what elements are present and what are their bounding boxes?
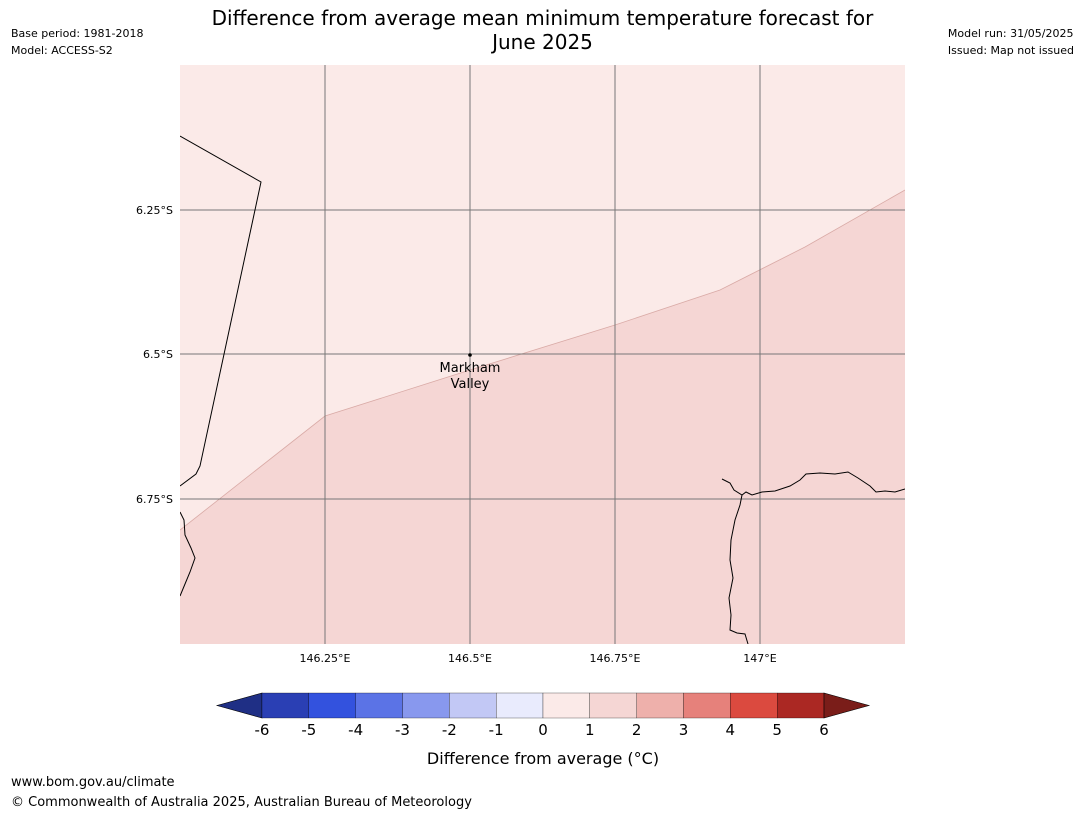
- meta-right: Model run: 31/05/2025 Issued: Map not is…: [948, 25, 1074, 59]
- colorbar-label: Difference from average (°C): [427, 749, 659, 768]
- place-dot: [468, 353, 472, 357]
- colorbar-swatch: [402, 692, 450, 719]
- colorbar-tick-label: -6: [255, 721, 270, 739]
- coastline-river-south: [728, 494, 749, 644]
- colorbar-swatch: [730, 692, 778, 719]
- lon-tick-labels: 146.25°E 146.5°E 146.75°E 147°E: [300, 652, 777, 665]
- issued-text: Issued: Map not issued: [947, 44, 1074, 57]
- lon-label: 146.75°E: [590, 652, 641, 665]
- colorbar-swatch: [636, 692, 684, 719]
- colorbar-swatch: [308, 692, 356, 719]
- graticule: [180, 65, 905, 644]
- title-line-2: June 2025: [492, 30, 593, 54]
- lat-tick-labels: 6.25°S 6.5°S 6.75°S: [136, 204, 173, 506]
- border-line-north-west: [180, 135, 262, 487]
- coastline-west: [180, 511, 196, 597]
- colorbar-tick-label: -3: [395, 721, 410, 739]
- colorbar-tick-label: 0: [538, 721, 548, 739]
- colorbar-swatch: [777, 692, 825, 719]
- meta-left: Base period: 1981-2018 Model: ACCESS-S2: [11, 25, 143, 59]
- colorbar-swatch: [683, 692, 731, 719]
- place-label-line-1: Markham: [440, 361, 501, 376]
- base-period-text: Base period: 1981-2018: [11, 27, 144, 40]
- colorbar-swatch: [261, 692, 309, 719]
- lat-label: 6.5°S: [143, 348, 173, 361]
- title-line-1: Difference from average mean minimum tem…: [211, 6, 874, 30]
- colorbar-tick-label: 6: [819, 721, 829, 739]
- lon-label: 147°E: [743, 652, 776, 665]
- map-area: [180, 65, 905, 644]
- colorbar-tick-label: 2: [632, 721, 642, 739]
- colorbar-swatch: [449, 692, 497, 719]
- colorbar-tick-label: 5: [772, 721, 782, 739]
- colorbar-tick-label: -5: [301, 721, 316, 739]
- colorbar-tick-label: 3: [679, 721, 689, 739]
- lon-label: 146.25°E: [300, 652, 351, 665]
- model-run-text: Model run: 31/05/2025: [947, 27, 1074, 40]
- lat-label: 6.25°S: [136, 204, 173, 217]
- colorbar-extend-high: [823, 692, 871, 719]
- colorbar-tick-label: -1: [489, 721, 504, 739]
- footer-url: www.bom.gov.au/climate: [11, 775, 175, 790]
- footer-copyright: © Commonwealth of Australia 2025, Austra…: [11, 795, 472, 810]
- map-title: Difference from average mean minimum tem…: [180, 6, 905, 54]
- colorbar: -6 -5 -4 -3 -2 -1 0 1 2 3 4 5 6: [215, 692, 871, 739]
- place-markham-valley: Markham Valley: [440, 353, 501, 392]
- coastline-huon-gulf: [721, 471, 905, 496]
- colorbar-swatch: [496, 692, 544, 719]
- colorbar-tick-label: 4: [726, 721, 736, 739]
- lon-label: 146.5°E: [448, 652, 492, 665]
- place-label-line-2: Valley: [451, 377, 490, 392]
- colorbar-tick-label: -4: [348, 721, 363, 739]
- boundaries: [180, 135, 905, 644]
- anomaly-band-1-to-2: [180, 190, 905, 644]
- model-text: Model: ACCESS-S2: [11, 44, 113, 57]
- colorbar-swatch: [542, 692, 590, 719]
- colorbar-tick-label: 1: [585, 721, 595, 739]
- colorbar-swatch: [355, 692, 403, 719]
- colorbar-tick-label: -2: [442, 721, 457, 739]
- colorbar-extend-low: [215, 692, 263, 719]
- colorbar-swatch: [589, 692, 637, 719]
- lat-label: 6.75°S: [136, 493, 173, 506]
